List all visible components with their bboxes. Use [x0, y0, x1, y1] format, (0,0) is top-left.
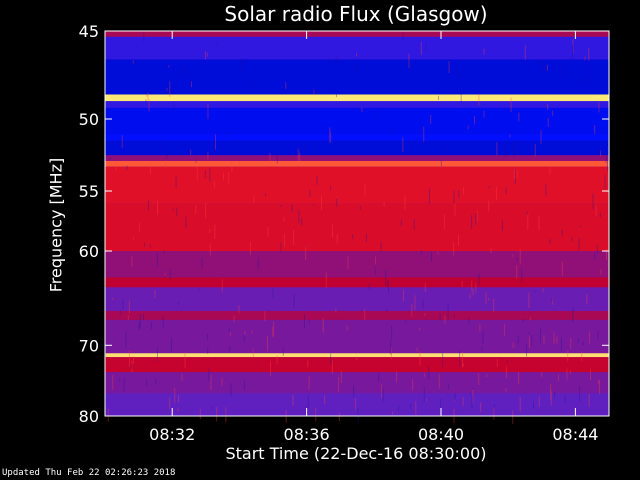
- x-axis: 08:32 08:36 08:40 08:44: [149, 31, 598, 444]
- band-15: [105, 311, 609, 320]
- band-16: [105, 319, 609, 354]
- y-axis-label: Frequency [MHz]: [46, 157, 66, 293]
- band-18: [105, 357, 609, 373]
- band-1: [105, 36, 609, 60]
- band-6: [105, 134, 609, 141]
- chart-title: Solar radio Flux (Glasgow): [224, 2, 488, 26]
- x-tick-label-0: 08:32: [149, 425, 195, 444]
- band-7: [105, 140, 609, 156]
- y-axis: 45 50 55 60 70 80: [79, 22, 609, 426]
- band-17: [105, 353, 609, 358]
- band-8: [105, 155, 609, 161]
- y-tick-label-55: 55: [79, 182, 99, 201]
- y-tick-label-45: 45: [79, 22, 99, 41]
- y-tick-label-50: 50: [79, 110, 99, 129]
- y-tick-label-70: 70: [79, 336, 99, 355]
- update-timestamp: Updated Thu Feb 22 02:26:23 2018: [2, 468, 176, 478]
- band-13: [105, 277, 609, 288]
- band-11: [105, 203, 609, 251]
- y-tick-label-60: 60: [79, 242, 99, 261]
- x-tick-label-3: 08:44: [552, 425, 598, 444]
- x-tick-label-1: 08:36: [284, 425, 330, 444]
- band-19: [105, 372, 609, 394]
- band-5: [105, 107, 609, 135]
- band-10: [105, 166, 609, 204]
- x-tick-label-2: 08:40: [418, 425, 464, 444]
- band-12: [105, 251, 609, 278]
- plot-frame: [104, 30, 610, 417]
- band-0: [105, 31, 609, 37]
- speckle-texture: [105, 32, 609, 424]
- x-axis-label: Start Time (22-Dec-16 08:30:00): [225, 444, 487, 463]
- band-14: [105, 287, 609, 311]
- band-4: [105, 101, 609, 108]
- plot-area: [104, 30, 610, 424]
- band-2: [105, 59, 609, 95]
- band-3: [105, 94, 609, 102]
- y-tick-label-80: 80: [79, 407, 99, 426]
- band-9: [105, 161, 609, 167]
- band-20: [105, 393, 609, 416]
